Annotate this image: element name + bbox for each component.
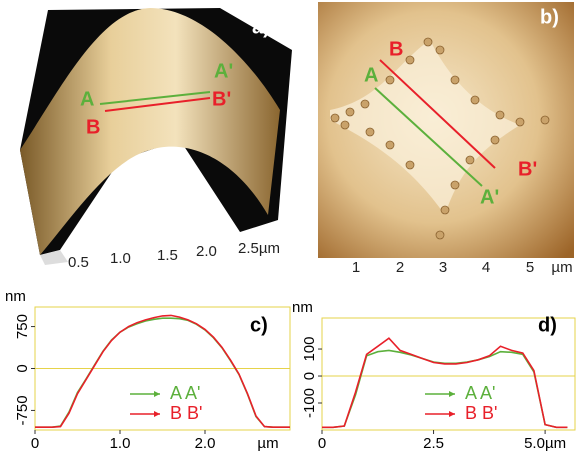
point-label: B' bbox=[518, 158, 537, 180]
afm-feature bbox=[330, 40, 520, 215]
series-line bbox=[322, 337, 568, 429]
x-tick-label: 2.5 bbox=[423, 435, 444, 452]
panel-a: a) A A' B B' 0.5 1.0 1.5 2.0 2.5µm bbox=[20, 8, 292, 271]
point-label: A' bbox=[214, 60, 233, 82]
profile-line bbox=[374, 87, 483, 187]
profile-line bbox=[99, 91, 211, 105]
plot-frame bbox=[321, 317, 576, 431]
panel-label: a) bbox=[252, 16, 270, 38]
x-tick-label: 0 bbox=[31, 435, 39, 452]
profile-line bbox=[104, 97, 211, 112]
panel-label: c) bbox=[250, 314, 268, 336]
y-axis-label: nm bbox=[292, 299, 313, 316]
x-tick-label: 1.0 bbox=[110, 435, 131, 452]
point-label: B bbox=[389, 38, 403, 60]
legend-label: B B' bbox=[170, 403, 202, 423]
legend-arrowhead bbox=[449, 411, 455, 417]
axis-tick: 0.5 bbox=[68, 254, 89, 271]
axis-tick: 2.5µm bbox=[238, 240, 280, 257]
point-label: B bbox=[86, 116, 100, 138]
point-label: A' bbox=[480, 186, 499, 208]
panel-label: b) bbox=[540, 6, 559, 28]
point-label: A bbox=[80, 88, 94, 110]
surface bbox=[20, 8, 280, 255]
legend-label: A A' bbox=[465, 383, 495, 403]
point-label: B' bbox=[212, 88, 231, 110]
legend-arrowhead bbox=[154, 411, 160, 417]
y-tick-label: 100 bbox=[301, 337, 318, 362]
legend-arrowhead bbox=[449, 391, 455, 397]
x-tick-label: 5.0µm bbox=[524, 435, 566, 452]
y-tick-label: 750 bbox=[14, 314, 31, 339]
point-label: A bbox=[364, 64, 378, 86]
y-tick-label: -100 bbox=[301, 388, 318, 418]
surface-base bbox=[40, 250, 68, 265]
y-axis-label: nm bbox=[5, 288, 26, 305]
y-tick-label: 0 bbox=[301, 372, 318, 380]
y-tick-label: -750 bbox=[14, 395, 31, 425]
axis-tick: 1.0 bbox=[110, 250, 131, 267]
y-tick-label: 0 bbox=[14, 364, 31, 372]
series-line bbox=[35, 314, 290, 428]
axis-tick: 1.5 bbox=[157, 247, 178, 264]
legend-arrowhead bbox=[154, 391, 160, 397]
profile-line bbox=[379, 59, 496, 169]
series-line bbox=[322, 349, 568, 429]
axis-tick: 2 bbox=[396, 259, 404, 276]
axis-tick: 1 bbox=[352, 259, 360, 276]
x-axis-label: µm bbox=[257, 435, 278, 452]
axis-tick: 5 bbox=[526, 259, 534, 276]
axis-unit: µm bbox=[551, 259, 572, 276]
x-tick-label: 2.0 bbox=[195, 435, 216, 452]
panel-b: b) A A' B B' 1 2 3 4 5 µm bbox=[318, 2, 574, 276]
panel-label: d) bbox=[538, 314, 557, 336]
axis-tick: 3 bbox=[439, 259, 447, 276]
beads bbox=[330, 37, 550, 240]
axis-tick: 2.0 bbox=[196, 243, 217, 260]
axis-tick: 4 bbox=[482, 259, 490, 276]
legend-label: B B' bbox=[465, 403, 497, 423]
legend-label: A A' bbox=[170, 383, 200, 403]
x-tick-label: 0 bbox=[318, 435, 326, 452]
